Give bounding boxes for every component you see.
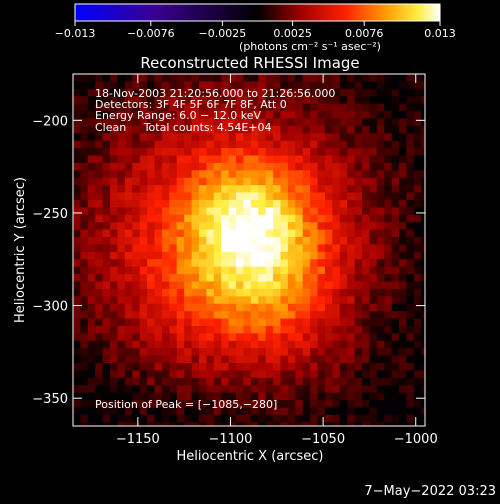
plot-frame: [72, 73, 426, 427]
y-tick-label: −250: [32, 207, 68, 222]
y-tick-label: −300: [32, 300, 68, 315]
y-axis-ticks: −200 −250 −300 −350: [32, 114, 425, 407]
x-tick-label: −1000: [394, 432, 438, 447]
x-tick-label: −1100: [208, 432, 252, 447]
x-tick-label: −1150: [116, 432, 160, 447]
observation-annotations: 18-Nov-2003 21:20:56.000 to 21:26:56.000…: [95, 87, 335, 134]
colorbar-gradient: [75, 4, 440, 21]
timestamp: 7−May−2022 03:23: [364, 484, 496, 499]
colorbar-ticks: −0.013 −0.0076 −0.0025 0.0025 0.0076 0.013: [55, 21, 456, 40]
annotation-line: Clean Total counts: 4.54E+04: [95, 121, 272, 134]
annotation-line: Detectors: 3F 4F 5F 6F 7F 8F, Att 0: [95, 98, 287, 111]
x-axis-ticks: −1150 −1100 −1050 −1000: [116, 74, 438, 447]
annotation-line: 18-Nov-2003 21:20:56.000 to 21:26:56.000: [95, 87, 335, 100]
annotation-line: Energy Range: 6.0 − 12.0 keV: [95, 109, 262, 122]
colorbar-units: (photons cm⁻² s⁻¹ asec⁻²): [239, 40, 381, 53]
y-axis-label: Heliocentric Y (arcsec): [13, 177, 28, 323]
colorbar-tick-label: 0.013: [424, 27, 456, 40]
colorbar-frame: [74, 3, 441, 22]
x-axis-label: Heliocentric X (arcsec): [177, 449, 324, 464]
heatmap-image: [73, 74, 425, 426]
colorbar-tick-label: −0.013: [55, 27, 96, 40]
chart-title: Reconstructed RHESSI Image: [140, 54, 359, 72]
peak-position-label: Position of Peak = [−1085,−280]: [95, 398, 277, 411]
colorbar-tick-label: −0.0025: [199, 27, 247, 40]
y-tick-label: −200: [32, 114, 68, 129]
colorbar-tick-label: −0.0076: [127, 27, 175, 40]
y-tick-label: −350: [32, 392, 68, 407]
x-tick-label: −1050: [301, 432, 345, 447]
colorbar-tick-label: 0.0076: [345, 27, 384, 40]
colorbar-tick-label: 0.0025: [273, 27, 312, 40]
